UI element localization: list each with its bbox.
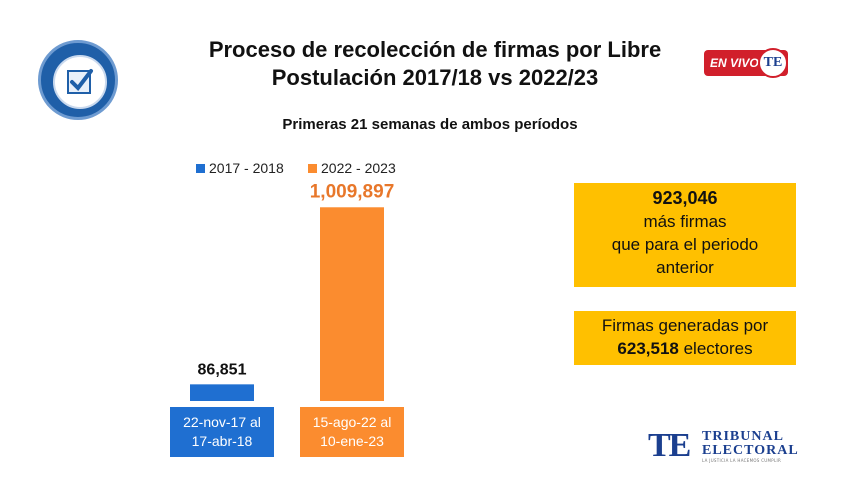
tribunal-electoral-logo: TE TRIBUNAL ELECTORAL LA JUSTICIA LA HAC… [648, 428, 808, 464]
logo-line-2: ELECTORAL [702, 443, 799, 458]
tribunal-seal-logo [38, 40, 118, 120]
category-label-1-line-2: 17-abr-18 [192, 433, 253, 449]
difference-number: 923,046 [652, 188, 718, 208]
category-label-2-line-1: 15-ago-22 al [313, 414, 392, 430]
electors-line-1: Firmas generadas por [601, 316, 769, 335]
legend-item-2017: 2017 - 2018 [196, 160, 284, 176]
legend-item-2022: 2022 - 2023 [308, 160, 396, 176]
live-badge: EN VIVO TE [704, 48, 788, 78]
category-label-1-line-1: 22-nov-17 al [183, 414, 261, 430]
legend-label-2017: 2017 - 2018 [209, 160, 284, 176]
legend-swatch-2017 [196, 164, 205, 173]
data-label-2: 1,009,897 [310, 181, 395, 202]
ballot-check-icon [67, 69, 93, 94]
legend-swatch-2022 [308, 164, 317, 173]
te-live-icon: TE [758, 48, 788, 78]
category-label-2-line-2: 10-ene-23 [320, 433, 384, 449]
te-logo-mark: TE [648, 427, 691, 464]
chart-subtitle: Primeras 21 semanas de ambos períodos [282, 116, 578, 133]
legend-label-2022: 2022 - 2023 [321, 160, 396, 176]
category-box-1 [170, 407, 274, 457]
title-line-2: Postulación 2017/18 vs 2022/23 [271, 65, 599, 90]
difference-line-2: más firmas [643, 212, 727, 231]
electors-suffix: electores [678, 339, 753, 358]
electors-callout: Firmas generadas por 623,518 electores [574, 311, 796, 365]
title-line-1: Proceso de recolección de firmas por Lib… [208, 37, 662, 62]
logo-line-1: TRIBUNAL [702, 429, 784, 444]
electors-line-2: 623,518 electores [574, 337, 796, 360]
data-label-1: 86,851 [198, 361, 247, 378]
page-title: Proceso de recolección de firmas por Lib… [135, 36, 735, 92]
seal-inner [53, 55, 107, 109]
live-label: EN VIVO [710, 56, 759, 70]
category-box-2 [300, 407, 404, 457]
bar-1 [190, 384, 254, 401]
difference-line-4: anterior [656, 258, 714, 277]
difference-line-3: que para el periodo [611, 235, 759, 254]
bar-2 [320, 207, 384, 401]
electors-number: 623,518 [617, 339, 679, 358]
difference-callout: 923,046 más firmas que para el periodo a… [574, 183, 796, 287]
logo-tagline: LA JUSTICIA LA HACEMOS CUMPLIR [702, 458, 782, 463]
